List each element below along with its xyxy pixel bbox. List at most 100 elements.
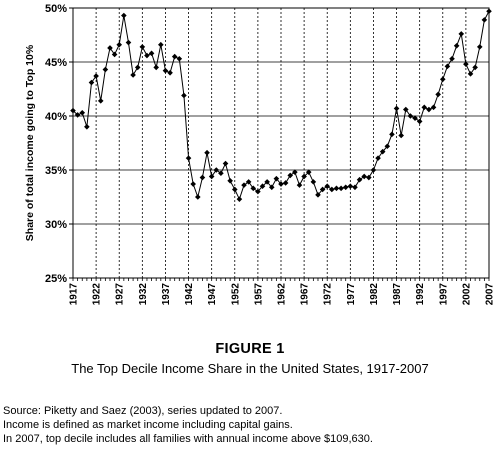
data-point [347,183,354,189]
data-point [305,169,312,175]
x-tick-label: 1942 [184,283,195,306]
data-point [449,55,455,62]
data-point [125,39,132,46]
data-point [435,91,441,98]
x-tick-label: 1957 [253,283,264,306]
data-point [412,115,418,121]
data-point [329,186,335,193]
plot-border [72,7,490,279]
data-point [162,67,169,74]
data-point [255,188,261,195]
data-point [426,106,432,113]
y-tick-label: 35% [45,165,67,177]
data-point [430,104,437,111]
data-point [190,181,196,187]
data-point [153,64,159,71]
x-tick-label: 1977 [346,283,357,306]
data-point [231,186,238,193]
source-note: Source: Piketty and Saez (2003), series … [3,405,283,417]
data-point [111,51,118,58]
data-point [375,155,381,161]
data-point [241,182,247,188]
data-point [171,53,178,60]
data-point [278,181,284,187]
data-point [130,72,136,78]
data-point [167,70,173,76]
data-point [222,160,229,167]
x-tick-label: 1917 [69,283,80,306]
data-point [259,183,266,189]
data-point [208,173,215,180]
x-tick-label: 1967 [300,283,311,306]
x-tick-label: 1987 [392,283,403,306]
data-point [315,192,321,198]
y-tick-label: 50% [45,3,67,15]
x-tick-label: 2002 [461,283,472,306]
figure-title: FIGURE 1 [215,341,285,357]
data-point [472,64,478,71]
data-point [97,98,104,104]
data-point [204,149,210,156]
data-point [333,185,340,192]
x-axis-tick-labels: 1917 1922 1927 1932 1937 1942 1947 1952 1957 1962… [69,283,496,306]
chart: 25%30%35%40%45%50% 1917 1922 1927 1932 1937 1… [24,3,496,306]
data-point [398,132,404,139]
threshold-note: In 2007, top decile includes all familie… [3,433,373,445]
data-point [352,184,358,191]
data-point [199,174,206,181]
y-tick-label: 25% [45,273,67,285]
y-tick-label: 40% [45,111,67,123]
x-tick-label: 1937 [161,283,172,306]
data-point [70,107,76,114]
data-point [250,185,257,192]
x-tick-label: 1992 [415,283,426,306]
data-point [444,63,451,70]
data-point [84,124,90,130]
data-point [481,17,488,23]
data-point [88,79,95,86]
data-point [264,179,270,185]
x-tick-label: 1927 [115,283,126,306]
data-point [338,185,344,192]
data-point [144,52,150,59]
data-point [245,179,252,185]
x-tick-label: 1952 [230,283,241,306]
data-point [384,143,391,150]
data-point [439,76,446,83]
data-point [453,43,460,49]
x-tick-label: 1962 [277,283,288,306]
data-point [195,194,201,200]
data-point [416,118,423,125]
data-point [287,172,294,179]
data-point [389,131,395,138]
data-point [218,170,224,177]
data-point [379,148,386,155]
data-point [366,174,372,181]
y-tick-label: 30% [45,219,67,231]
data-point [324,183,331,189]
data-point [93,73,99,79]
x-tick-label: 1972 [323,283,334,306]
data-point [370,167,377,173]
data-point [121,12,127,19]
data-point [227,178,233,184]
data-point [176,55,183,62]
data-point [268,184,275,191]
data-point [282,180,289,186]
data-point [148,50,155,57]
data-point [310,179,317,185]
data-point [236,196,243,202]
data-point [107,45,113,51]
data-point [116,41,123,48]
income-definition-note: Income is defined as market income inclu… [3,419,293,431]
data-point [342,184,349,191]
data-point [393,105,400,112]
data-point [463,61,469,67]
y-tick-label: 45% [45,57,67,69]
data-series [70,8,492,202]
data-point [181,92,187,99]
data-point [102,66,109,73]
data-point [213,167,220,173]
data-point [407,113,414,119]
data-point [74,112,81,118]
